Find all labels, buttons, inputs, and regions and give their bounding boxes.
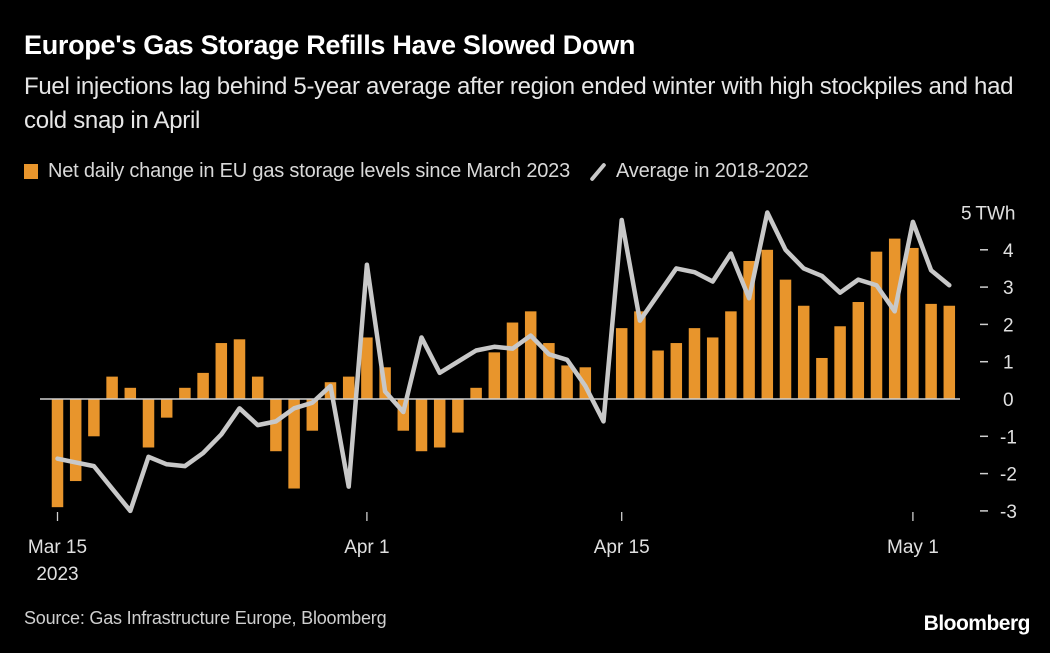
bar: [761, 249, 774, 399]
bar: [943, 305, 956, 399]
y-tick-label: 2: [1003, 315, 1014, 336]
bloomberg-logo: Bloomberg: [923, 612, 1031, 635]
y-unit-label: 5 TWh: [961, 204, 1015, 225]
bar: [215, 343, 228, 399]
bar: [543, 343, 555, 399]
bar: [415, 399, 428, 452]
bar: [233, 339, 246, 399]
y-axis: 5 TWh 4 3 2 1 0 -1 -2 -3: [961, 204, 1017, 523]
bar: [561, 365, 573, 399]
y-tick-label: 3: [1003, 278, 1014, 299]
bar: [106, 376, 118, 399]
legend-bar-swatch-icon: [24, 164, 38, 179]
x-tick-label: May 1: [887, 537, 939, 558]
average-line: [55, 210, 952, 514]
x-tick-label: Apr 15: [594, 537, 650, 558]
x-tick-label: Apr 1: [344, 537, 389, 558]
bar: [852, 302, 865, 399]
bar: [816, 357, 828, 399]
bar-series: [51, 238, 956, 508]
y-tick-label: 4: [1003, 241, 1014, 262]
bar: [797, 305, 810, 399]
bar: [179, 387, 191, 399]
bar: [706, 337, 719, 399]
bar: [69, 399, 82, 482]
bar: [743, 260, 755, 399]
bar: [652, 350, 664, 399]
x-tick-label: Mar 15: [28, 537, 87, 558]
bar: [251, 376, 264, 399]
chart-subtitle: Fuel injections lag behind 5-year averag…: [24, 73, 1014, 134]
bar: [888, 238, 901, 399]
bar: [197, 372, 209, 399]
bar: [342, 376, 355, 399]
x-tick-sublabel: 2023: [36, 564, 78, 585]
bar: [925, 303, 937, 399]
legend-label-line: Average in 2018-2022: [616, 160, 809, 182]
bar: [834, 326, 846, 399]
source-note: Source: Gas Infrastructure Europe, Bloom…: [24, 608, 387, 628]
bar: [160, 399, 173, 418]
y-tick-label: -3: [1000, 502, 1017, 523]
y-tick-label: -2: [1000, 465, 1017, 486]
bar: [725, 311, 737, 399]
bar: [142, 399, 155, 448]
bar: [634, 311, 646, 399]
bar: [88, 399, 100, 437]
bar: [907, 247, 919, 399]
bar: [470, 387, 482, 399]
bar: [270, 399, 282, 452]
bar: [688, 328, 701, 399]
legend-label-bars: Net daily change in EU gas storage level…: [48, 160, 571, 182]
bar: [433, 399, 446, 448]
bar: [51, 399, 64, 508]
bar: [488, 352, 501, 399]
x-axis: Mar 15 2023 Apr 1 Apr 15 May 1: [28, 512, 939, 585]
bar: [306, 399, 319, 431]
bar: [288, 399, 300, 489]
y-tick-label: 0: [1003, 390, 1014, 411]
y-tick-label: 1: [1003, 353, 1014, 374]
bar: [524, 311, 537, 399]
bar: [779, 279, 792, 399]
legend: Net daily change in EU gas storage level…: [24, 160, 809, 183]
bar: [397, 399, 410, 431]
bar: [615, 328, 628, 399]
bar: [124, 387, 137, 399]
bar: [670, 343, 683, 399]
bar: [361, 337, 373, 399]
bar: [870, 251, 883, 399]
y-tick-label: -1: [1000, 427, 1017, 448]
chart-title: Europe's Gas Storage Refills Have Slowed…: [24, 30, 636, 60]
bar: [452, 399, 464, 433]
bar: [506, 322, 519, 399]
